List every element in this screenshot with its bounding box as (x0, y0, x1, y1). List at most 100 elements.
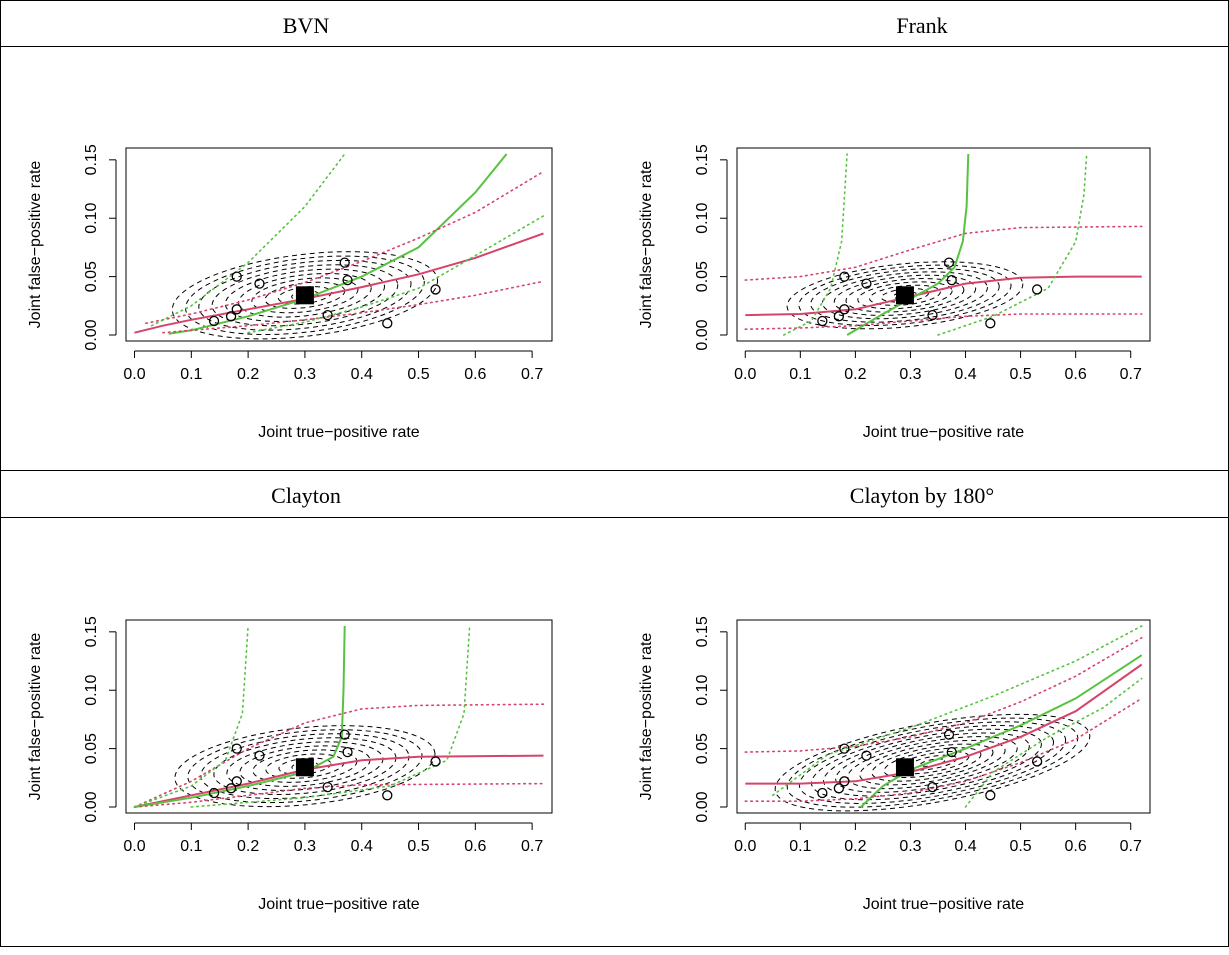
x-tick-label: 0.2 (237, 366, 259, 383)
study-point (339, 729, 350, 740)
study-point (861, 278, 872, 289)
x-tick-label: 0.4 (954, 366, 976, 383)
study-point (254, 278, 265, 289)
study-point (839, 743, 850, 754)
y-tick-label: 0.15 (694, 616, 711, 647)
bound-red (145, 170, 545, 325)
plot-panel: 0.0 0.1 0.2 0.3 0.4 0.5 0.6 0.7 0.00 0.05 0.10 0.15… (638, 144, 1151, 441)
x-tick-label: 0.1 (789, 838, 811, 855)
study-point (861, 750, 872, 761)
x-tick-label: 0.6 (1065, 838, 1087, 855)
x-tick-label: 0.2 (844, 366, 866, 383)
contour-ring (171, 251, 439, 340)
study-point (927, 309, 938, 321)
x-tick-label: 0.3 (899, 838, 921, 855)
curve-green (860, 654, 1143, 808)
contour-ring (224, 268, 385, 322)
study-point (225, 783, 237, 794)
contour-ring (833, 274, 977, 316)
contour-ring (774, 713, 1091, 812)
study-point (985, 318, 996, 329)
study-point (1031, 756, 1043, 767)
curve-red (745, 275, 1142, 317)
study-point (342, 746, 353, 758)
bound-red (133, 703, 545, 808)
bound-green (964, 677, 1143, 808)
plot-frame (736, 619, 1151, 814)
x-tick-label: 0.7 (521, 366, 543, 383)
x-tick-label: 0.7 (521, 838, 543, 855)
bound-green (133, 625, 249, 808)
study-point (339, 257, 350, 268)
summary-point (895, 286, 914, 305)
bound-red (162, 280, 545, 334)
study-point (943, 729, 955, 740)
summary-point (295, 286, 314, 305)
study-point (231, 743, 242, 754)
x-tick-label: 0.6 (1065, 366, 1087, 383)
contour-ring (211, 264, 399, 327)
curve-red (134, 232, 544, 334)
x-tick-label: 0.4 (954, 838, 976, 855)
y-tick-label: 0.10 (83, 675, 100, 706)
x-tick-label: 0.5 (407, 366, 429, 383)
contour-ring (857, 281, 953, 310)
study-point (817, 787, 828, 799)
plot-content (744, 153, 1143, 336)
panel-title-clayton-180: Clayton by 180° (850, 483, 994, 508)
plot-panel: 0.0 0.1 0.2 0.3 0.4 0.5 0.6 0.7 0.00 0.05 0.10 0.15… (27, 616, 553, 913)
study-point (817, 315, 828, 327)
contour-ring (786, 717, 1079, 808)
curve-red (745, 663, 1143, 785)
y-tick-label: 0.10 (694, 203, 711, 234)
x-tick-label: 0.0 (123, 838, 145, 855)
plot-panel: 0.0 0.1 0.2 0.3 0.4 0.5 0.6 0.7 0.00 0.05 0.10 0.15… (27, 144, 553, 441)
y-tick-label: 0.05 (83, 733, 100, 764)
contour-ring (213, 737, 397, 795)
study-point (342, 274, 353, 286)
x-tick-label: 0.1 (180, 838, 202, 855)
study-point (208, 315, 220, 327)
study-point (833, 311, 845, 322)
panel-title-clayton: Clayton (271, 483, 341, 508)
study-point (231, 776, 242, 787)
bound-red (744, 313, 1143, 330)
study-point (430, 284, 441, 295)
contour-ring (869, 284, 941, 306)
x-tick-label: 0.6 (464, 838, 486, 855)
x-tick-label: 0.7 (1120, 838, 1142, 855)
x-tick-label: 0.0 (734, 838, 756, 855)
y-axis-label: Joint false−positive rate (27, 633, 44, 801)
bound-green (150, 153, 346, 327)
y-tick-label: 0.05 (83, 261, 100, 292)
x-tick-label: 0.7 (1120, 366, 1142, 383)
summary-point (295, 758, 314, 777)
contour-ring (871, 743, 994, 782)
bound-red (744, 697, 1143, 802)
x-tick-label: 0.4 (351, 366, 373, 383)
contour-ring (174, 725, 436, 808)
study-point (839, 776, 850, 787)
bound-red (744, 225, 1143, 281)
contour-ring (810, 267, 1000, 323)
contour-ring (251, 277, 359, 314)
contour-ring (821, 271, 988, 320)
y-axis-label: Joint false−positive rate (638, 161, 655, 329)
study-point (322, 309, 333, 321)
y-tick-label: 0.00 (694, 791, 711, 822)
study-point (946, 274, 957, 286)
x-tick-label: 0.3 (294, 366, 316, 383)
x-tick-label: 0.3 (294, 838, 316, 855)
x-tick-label: 0.1 (180, 366, 202, 383)
y-tick-label: 0.15 (83, 144, 100, 175)
plot-content (133, 625, 545, 808)
y-tick-label: 0.05 (694, 261, 711, 292)
contour-ring (238, 273, 372, 318)
study-point (946, 746, 957, 758)
plot-frame (736, 147, 1151, 342)
x-tick-label: 0.0 (123, 366, 145, 383)
x-tick-label: 0.5 (407, 838, 429, 855)
contour-ring (786, 261, 1024, 330)
